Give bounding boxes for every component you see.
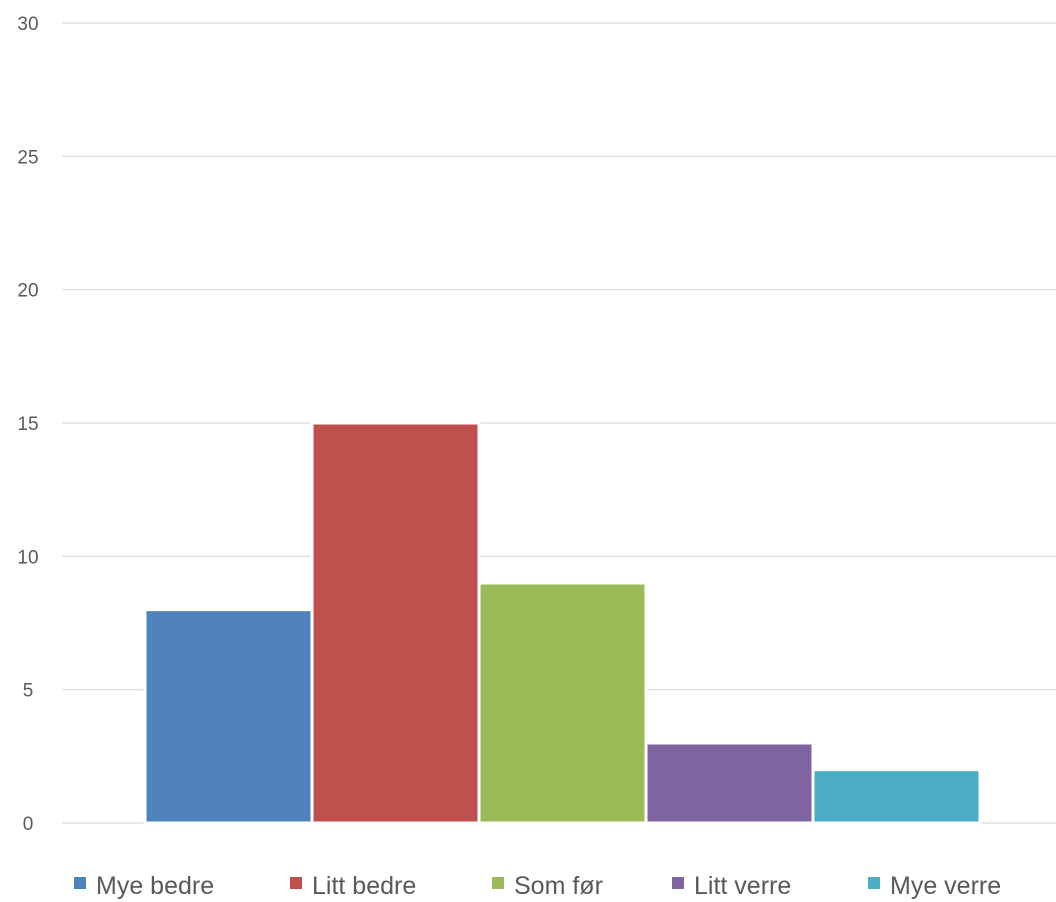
legend-label: Som før bbox=[514, 872, 603, 900]
legend-item: Litt bedre bbox=[290, 872, 416, 900]
legend-swatch bbox=[74, 877, 86, 889]
legend-item: Mye verre bbox=[868, 872, 1001, 900]
bar-som-før bbox=[477, 581, 648, 825]
bar-mye-verre bbox=[811, 768, 982, 825]
legend-label: Litt verre bbox=[694, 872, 791, 900]
y-tick-label: 25 bbox=[17, 147, 38, 168]
legend-swatch bbox=[290, 877, 302, 889]
y-tick-label: 5 bbox=[23, 681, 34, 702]
legend-label: Mye verre bbox=[890, 872, 1001, 900]
legend-swatch bbox=[868, 877, 880, 889]
legend-swatch bbox=[672, 877, 684, 889]
legend-label: Litt bedre bbox=[312, 872, 416, 900]
y-tick-label: 15 bbox=[17, 414, 38, 435]
legend: Mye bedre Litt bedre Som før Litt verre Mye … bbox=[74, 872, 1001, 900]
legend-item: Mye bedre bbox=[74, 872, 214, 900]
bar-litt-bedre bbox=[310, 421, 481, 825]
legend-label: Mye bedre bbox=[96, 872, 214, 900]
bars bbox=[143, 421, 982, 825]
bar-litt-verre bbox=[644, 741, 815, 825]
y-tick-label: 10 bbox=[17, 547, 38, 568]
legend-swatch bbox=[492, 877, 504, 889]
y-tick-label: 30 bbox=[17, 14, 38, 35]
legend-item: Som før bbox=[492, 872, 603, 900]
y-tick-label: 20 bbox=[17, 281, 38, 302]
y-axis-tick-labels: 0 5 10 15 20 25 30 bbox=[17, 14, 38, 835]
legend-item: Litt verre bbox=[672, 872, 791, 900]
y-tick-label: 0 bbox=[23, 814, 34, 835]
bar-mye-bedre bbox=[143, 608, 314, 825]
